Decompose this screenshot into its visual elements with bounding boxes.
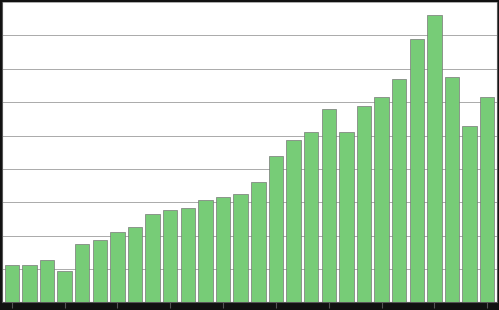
Bar: [163, 210, 178, 302]
Bar: [480, 97, 495, 302]
Bar: [304, 132, 318, 302]
Bar: [339, 131, 354, 302]
Bar: [93, 240, 107, 302]
Bar: [392, 79, 406, 302]
Bar: [198, 200, 213, 302]
Bar: [75, 244, 89, 302]
Bar: [357, 105, 371, 302]
Bar: [321, 109, 336, 302]
Bar: [234, 193, 248, 302]
Bar: [251, 182, 265, 302]
Bar: [445, 77, 459, 302]
Bar: [216, 197, 231, 302]
Bar: [128, 227, 142, 302]
Bar: [110, 232, 125, 302]
Bar: [374, 97, 389, 302]
Bar: [57, 271, 72, 302]
Bar: [286, 140, 301, 302]
Bar: [463, 126, 477, 302]
Bar: [145, 214, 160, 302]
Bar: [410, 39, 424, 302]
Bar: [181, 208, 195, 302]
Bar: [40, 260, 54, 302]
Bar: [4, 265, 19, 302]
Bar: [427, 16, 442, 302]
Bar: [22, 265, 36, 302]
Bar: [268, 156, 283, 302]
